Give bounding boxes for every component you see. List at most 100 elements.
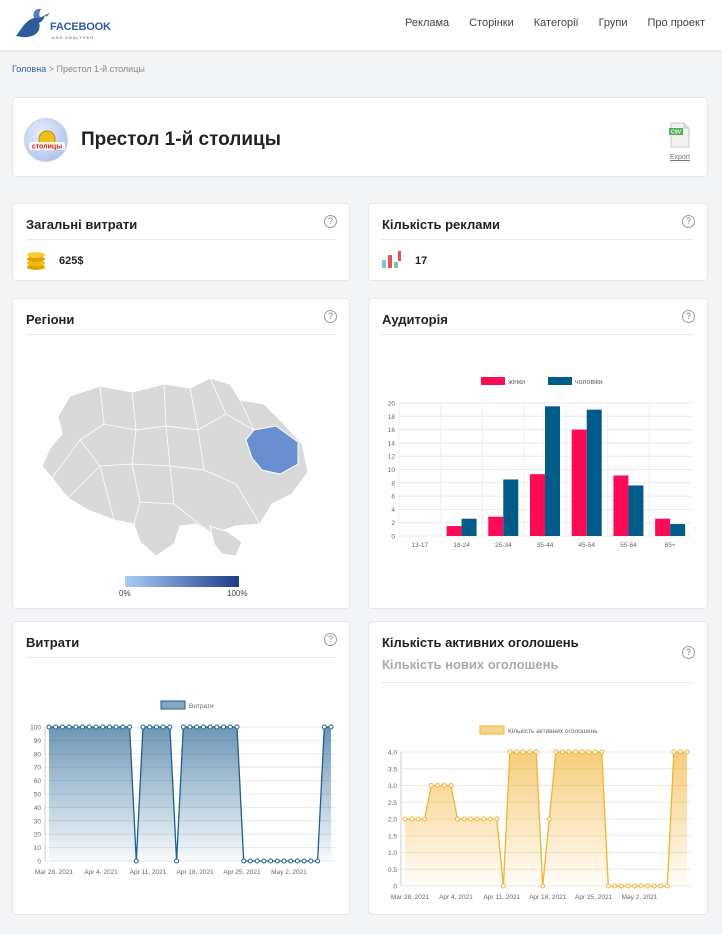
breadcrumb: Головна > Престол 1-й столицы — [12, 64, 145, 74]
y-tick-label: 0 — [391, 534, 395, 541]
data-point — [579, 749, 585, 755]
y-tick-label: 20 — [34, 832, 42, 839]
y-tick-label: 90 — [34, 738, 42, 745]
card-divider — [382, 334, 694, 335]
active-ads-card: Кількість активних оголошень Кількість н… — [368, 621, 708, 915]
x-tick-label: Apr 18, 2021 — [529, 894, 567, 901]
legend-swatch — [479, 725, 505, 735]
data-point — [553, 749, 559, 755]
x-tick-label: Mar 28, 2021 — [391, 894, 430, 901]
main-nav: Реклама Сторінки Категорії Групи Про про… — [405, 17, 705, 29]
help-icon[interactable]: ? — [682, 646, 695, 659]
nav-item-about[interactable]: Про проект — [647, 17, 705, 29]
export-label[interactable]: Export — [669, 154, 691, 161]
y-tick-label: 0.5 — [388, 867, 397, 874]
data-point — [308, 858, 314, 864]
page-avatar-image: столицы — [29, 130, 65, 151]
data-point — [315, 858, 321, 864]
y-tick-label: 80 — [34, 751, 42, 758]
bar — [488, 516, 504, 536]
y-tick-label: 12 — [388, 454, 396, 461]
y-tick-label: 70 — [34, 765, 42, 772]
data-point — [301, 858, 307, 864]
x-tick-label: 35-44 — [537, 542, 554, 549]
y-tick-label: 3.0 — [388, 783, 397, 790]
data-point — [540, 883, 546, 889]
breadcrumb-home[interactable]: Головна — [12, 64, 47, 74]
data-point — [481, 816, 487, 822]
y-tick-label: 40 — [34, 805, 42, 812]
y-tick-label: 6 — [391, 494, 395, 501]
data-point — [428, 783, 434, 788]
data-point — [153, 724, 159, 730]
y-tick-label: 10 — [388, 467, 396, 474]
data-point — [527, 749, 533, 755]
y-tick-label: 8 — [391, 480, 395, 487]
ads-count-card: Кількість реклами ? 17 — [368, 203, 708, 281]
nav-item-pages[interactable]: Сторінки — [469, 17, 514, 29]
data-point — [294, 858, 300, 864]
page-title: Престол 1-й столицы — [81, 129, 281, 150]
data-point — [500, 883, 506, 889]
data-point — [254, 858, 260, 864]
help-icon[interactable]: ? — [682, 310, 695, 323]
new-ads-title[interactable]: Кількість нових оголошень — [382, 657, 559, 672]
y-tick-label: 14 — [388, 440, 396, 447]
data-point — [625, 883, 631, 889]
legend-label: жінки — [508, 378, 525, 386]
data-point — [241, 858, 247, 864]
data-point — [180, 724, 186, 730]
top-header: FACEBOOK ADS ANALYSER Реклама Сторінки К… — [0, 0, 722, 50]
x-tick-label: Mar 28, 2021 — [35, 869, 74, 876]
data-point — [645, 883, 651, 889]
x-tick-label: Apr 18, 2021 — [176, 869, 214, 876]
data-point — [402, 816, 408, 822]
nav-item-ads[interactable]: Реклама — [405, 17, 450, 29]
brand-subtitle: ADS ANALYSER — [52, 35, 95, 40]
data-point — [513, 749, 519, 755]
data-point — [268, 858, 274, 864]
data-point — [133, 858, 139, 864]
map-region-highlighted[interactable] — [245, 425, 299, 475]
help-icon[interactable]: ? — [324, 633, 337, 646]
data-point — [599, 749, 605, 755]
bar — [446, 526, 462, 536]
card-divider — [26, 239, 336, 240]
site-logo[interactable]: FACEBOOK ADS ANALYSER — [12, 6, 112, 44]
x-tick-label: May 2, 2021 — [622, 894, 658, 901]
breadcrumb-separator: > — [48, 64, 54, 74]
nav-item-groups[interactable]: Групи — [598, 17, 628, 29]
spend-chart-title: Витрати — [26, 635, 80, 650]
data-point — [409, 816, 415, 822]
bar — [613, 475, 629, 536]
help-icon[interactable]: ? — [324, 215, 337, 228]
nav-item-categories[interactable]: Категорії — [533, 17, 579, 29]
data-point — [658, 883, 664, 889]
x-tick-label: Apr 4, 2021 — [84, 869, 118, 876]
map-crimea — [209, 525, 243, 557]
data-point — [80, 724, 86, 730]
help-icon[interactable]: ? — [682, 215, 695, 228]
ukraine-map — [41, 377, 309, 557]
data-point — [468, 816, 474, 822]
card-divider — [382, 682, 694, 683]
bar — [545, 406, 560, 536]
data-point — [167, 724, 173, 730]
data-point — [559, 749, 565, 755]
export-button[interactable]: CSV Export — [666, 122, 694, 161]
legend-label: Кількість активних оголошень — [508, 727, 598, 735]
bar — [503, 479, 519, 536]
audience-title: Аудиторія — [382, 312, 448, 327]
x-tick-label: 13-17 — [412, 542, 429, 549]
bar — [655, 518, 671, 536]
area-fill — [405, 752, 687, 886]
data-point — [227, 724, 233, 730]
legend-label: чоловіки — [575, 378, 603, 386]
data-point — [586, 749, 592, 755]
help-icon[interactable]: ? — [324, 310, 337, 323]
data-point — [140, 724, 146, 730]
data-point — [100, 724, 106, 730]
y-tick-label: 20 — [388, 401, 396, 408]
data-point — [612, 883, 618, 889]
audience-card: Аудиторія ? жінки чоловіки 0 2 4 6 8 10 12 14 16 18… — [368, 298, 708, 609]
